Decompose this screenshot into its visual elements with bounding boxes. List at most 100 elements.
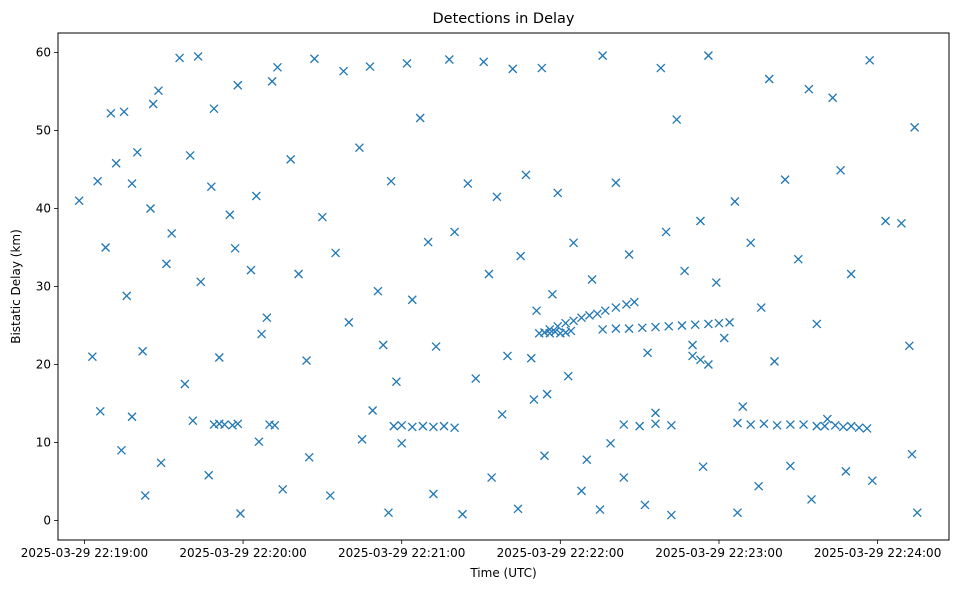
x-tick-label: 2025-03-29 22:21:00 — [338, 546, 465, 560]
data-point — [140, 491, 150, 500]
data-point — [754, 481, 764, 491]
data-points — [74, 51, 922, 520]
y-tick-label: 30 — [36, 280, 51, 294]
data-point — [711, 278, 721, 288]
data-point — [357, 434, 367, 444]
data-point — [386, 176, 396, 186]
data-point — [161, 259, 171, 269]
data-point — [471, 374, 481, 383]
data-point — [912, 508, 922, 518]
x-axis-ticks: 2025-03-29 22:19:00 2025-03-29 22:20:00 20… — [21, 540, 941, 560]
data-point — [799, 420, 809, 430]
data-point — [577, 313, 586, 323]
data-point — [233, 419, 243, 429]
data-point — [278, 484, 288, 494]
data-point — [719, 333, 729, 343]
data-point — [561, 318, 571, 328]
data-point — [651, 408, 660, 418]
y-tick-label: 60 — [36, 46, 51, 60]
data-point — [423, 237, 433, 247]
data-point — [640, 500, 650, 510]
data-point — [233, 80, 243, 90]
data-point — [865, 55, 875, 65]
data-point — [484, 269, 494, 279]
data-point — [553, 188, 563, 198]
data-point — [148, 99, 158, 109]
data-point — [598, 324, 608, 334]
data-point — [214, 353, 224, 362]
data-point — [537, 63, 547, 73]
data-point — [402, 58, 412, 68]
data-point — [661, 227, 671, 237]
data-point — [619, 473, 629, 483]
data-point — [407, 295, 417, 305]
data-point — [672, 115, 682, 125]
data-point — [444, 55, 454, 64]
data-point — [106, 108, 116, 118]
data-point — [225, 210, 235, 220]
data-point — [272, 62, 282, 72]
data-point — [254, 437, 264, 447]
data-point — [730, 197, 740, 206]
data-point — [487, 473, 497, 483]
data-point — [812, 421, 822, 431]
data-point — [846, 421, 856, 431]
data-point — [746, 420, 756, 430]
data-point — [391, 377, 401, 387]
data-point — [230, 243, 240, 253]
data-point — [246, 265, 256, 275]
x-tick-label: 2025-03-29 22:20:00 — [179, 546, 306, 560]
data-point — [542, 389, 552, 399]
data-point — [582, 455, 592, 465]
data-point — [331, 248, 341, 258]
chart-title: Detections in Delay — [432, 11, 574, 27]
data-point — [862, 424, 872, 433]
data-point — [384, 508, 393, 518]
data-point — [867, 476, 877, 486]
data-point — [167, 229, 177, 238]
data-point — [606, 438, 616, 448]
data-point — [688, 340, 697, 350]
data-point — [896, 218, 906, 228]
data-point — [111, 158, 121, 168]
y-axis-label: Bistatic Delay (km) — [9, 229, 23, 344]
data-point — [431, 342, 441, 352]
data-point — [703, 319, 713, 329]
data-point — [733, 418, 742, 428]
data-point — [635, 421, 645, 431]
data-point — [540, 451, 549, 461]
data-point — [793, 254, 803, 264]
x-axis-label: Time (UTC) — [469, 566, 536, 580]
data-point — [310, 54, 319, 64]
data-point — [526, 353, 536, 363]
data-point — [547, 289, 557, 299]
data-point — [854, 423, 864, 433]
data-point — [611, 324, 621, 334]
data-point — [418, 421, 428, 431]
data-point — [553, 321, 563, 331]
data-point — [257, 329, 267, 339]
data-point — [529, 395, 539, 405]
data-point — [611, 303, 621, 313]
data-point — [119, 107, 129, 117]
data-point — [656, 63, 666, 73]
data-point — [127, 179, 137, 188]
data-point — [838, 422, 848, 432]
data-point — [664, 321, 674, 331]
data-point — [703, 360, 713, 369]
data-point — [561, 328, 571, 337]
data-point — [415, 113, 425, 123]
data-point — [463, 179, 473, 188]
data-point — [193, 51, 203, 61]
data-point — [830, 420, 840, 430]
data-point — [759, 419, 769, 429]
x-tick-label: 2025-03-29 22:19:00 — [21, 546, 148, 560]
data-point — [738, 402, 748, 412]
data-point — [180, 379, 190, 389]
data-point — [206, 182, 216, 192]
data-point — [428, 489, 438, 499]
data-point — [204, 470, 214, 480]
data-point — [503, 351, 512, 361]
data-point — [785, 461, 795, 471]
data-point — [397, 420, 407, 430]
